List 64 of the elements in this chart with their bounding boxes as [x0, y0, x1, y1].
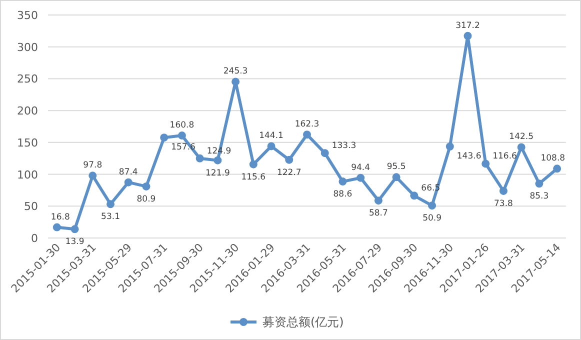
point [517, 143, 526, 152]
point [338, 178, 347, 186]
y-tick-label: 50 [24, 200, 38, 214]
data-label: 122.7 [276, 168, 302, 178]
data-label: 317.2 [456, 20, 480, 31]
point [464, 32, 472, 40]
point [535, 180, 544, 188]
point [142, 182, 150, 190]
point [178, 132, 186, 140]
point [124, 178, 132, 186]
data-label: 245.3 [223, 66, 248, 77]
y-tick-label: 0 [31, 232, 38, 245]
data-label: 85.3 [530, 192, 549, 202]
data-label: 116.6 [492, 152, 517, 162]
data-label: 142.5 [509, 132, 534, 142]
y-tick-label: 300 [17, 40, 38, 54]
data-label: 143.6 [456, 152, 482, 162]
data-label: 108.8 [540, 154, 566, 164]
data-label: 80.9 [136, 194, 156, 204]
point [232, 78, 240, 86]
point [320, 149, 329, 158]
y-tick-label: 350 [17, 9, 38, 22]
data-label: 144.1 [259, 131, 284, 142]
point [356, 174, 365, 182]
data-label: 13.9 [65, 237, 84, 248]
y-tick-label: 150 [17, 136, 38, 150]
data-label: 95.5 [386, 162, 406, 172]
point [52, 223, 61, 232]
point [214, 156, 222, 164]
point [70, 225, 79, 234]
point [374, 196, 382, 205]
legend-label: 募资总额(亿元) [262, 315, 344, 329]
point [88, 172, 97, 180]
point [303, 130, 311, 139]
point [392, 173, 400, 182]
y-tick-label: 200 [17, 104, 38, 118]
point [249, 160, 258, 168]
y-tick-label: 100 [17, 168, 38, 182]
point [196, 154, 204, 162]
data-label: 53.1 [101, 212, 120, 222]
point [285, 156, 294, 164]
point [553, 164, 562, 173]
data-label: 73.8 [494, 198, 513, 209]
data-label: 58.7 [368, 208, 388, 219]
data-label: 50.9 [422, 214, 442, 224]
data-label: 94.4 [351, 162, 370, 173]
point [446, 142, 454, 151]
point [428, 202, 436, 210]
point [267, 142, 276, 150]
data-label: 115.6 [241, 172, 266, 182]
data-label: 133.3 [332, 141, 356, 152]
data-label: 160.8 [170, 120, 194, 131]
data-label: 87.4 [118, 167, 138, 178]
data-label: 121.9 [206, 168, 230, 178]
point [499, 186, 508, 195]
y-tick-label: 250 [17, 72, 38, 86]
point [160, 134, 168, 142]
data-label: 16.8 [50, 212, 70, 222]
point [482, 160, 490, 168]
data-label: 88.6 [333, 190, 352, 200]
data-label: 162.3 [294, 120, 320, 130]
point [410, 192, 418, 200]
data-label: 97.8 [83, 160, 102, 171]
point [106, 200, 115, 208]
